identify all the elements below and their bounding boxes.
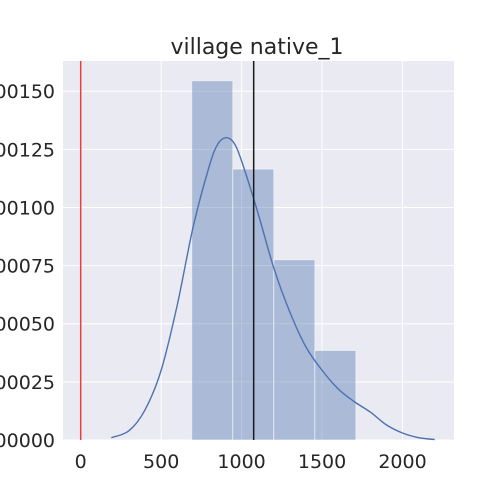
x-tick-label: 1500	[298, 451, 346, 473]
x-tick-label: 0	[75, 451, 87, 473]
chart-title: village native_1	[170, 35, 343, 60]
y-tick-label: 0.00025	[0, 372, 55, 394]
y-tick-label: 0.00125	[0, 139, 55, 161]
y-tick-label: 0.00100	[0, 197, 55, 219]
y-axis-ticks: 0.00000 0.00025 0.00050 0.00075 0.00100 0.001…	[0, 81, 55, 452]
x-tick-label: 2000	[378, 451, 426, 473]
x-tick-label: 500	[143, 451, 179, 473]
kde-curve	[111, 136, 435, 441]
histogram-bar	[191, 80, 234, 441]
reference-lines	[79, 61, 255, 440]
y-tick-label: 0.00000	[0, 430, 55, 452]
y-tick-label: 0.00050	[0, 314, 55, 336]
histogram-bar	[314, 349, 357, 441]
y-tick-label: 0.00150	[0, 81, 55, 103]
y-tick-label: 0.00075	[0, 256, 55, 278]
x-tick-label: 1000	[217, 451, 265, 473]
plot-area	[63, 61, 454, 440]
x-axis-ticks: 0 500 1000 1500 2000	[75, 451, 427, 473]
